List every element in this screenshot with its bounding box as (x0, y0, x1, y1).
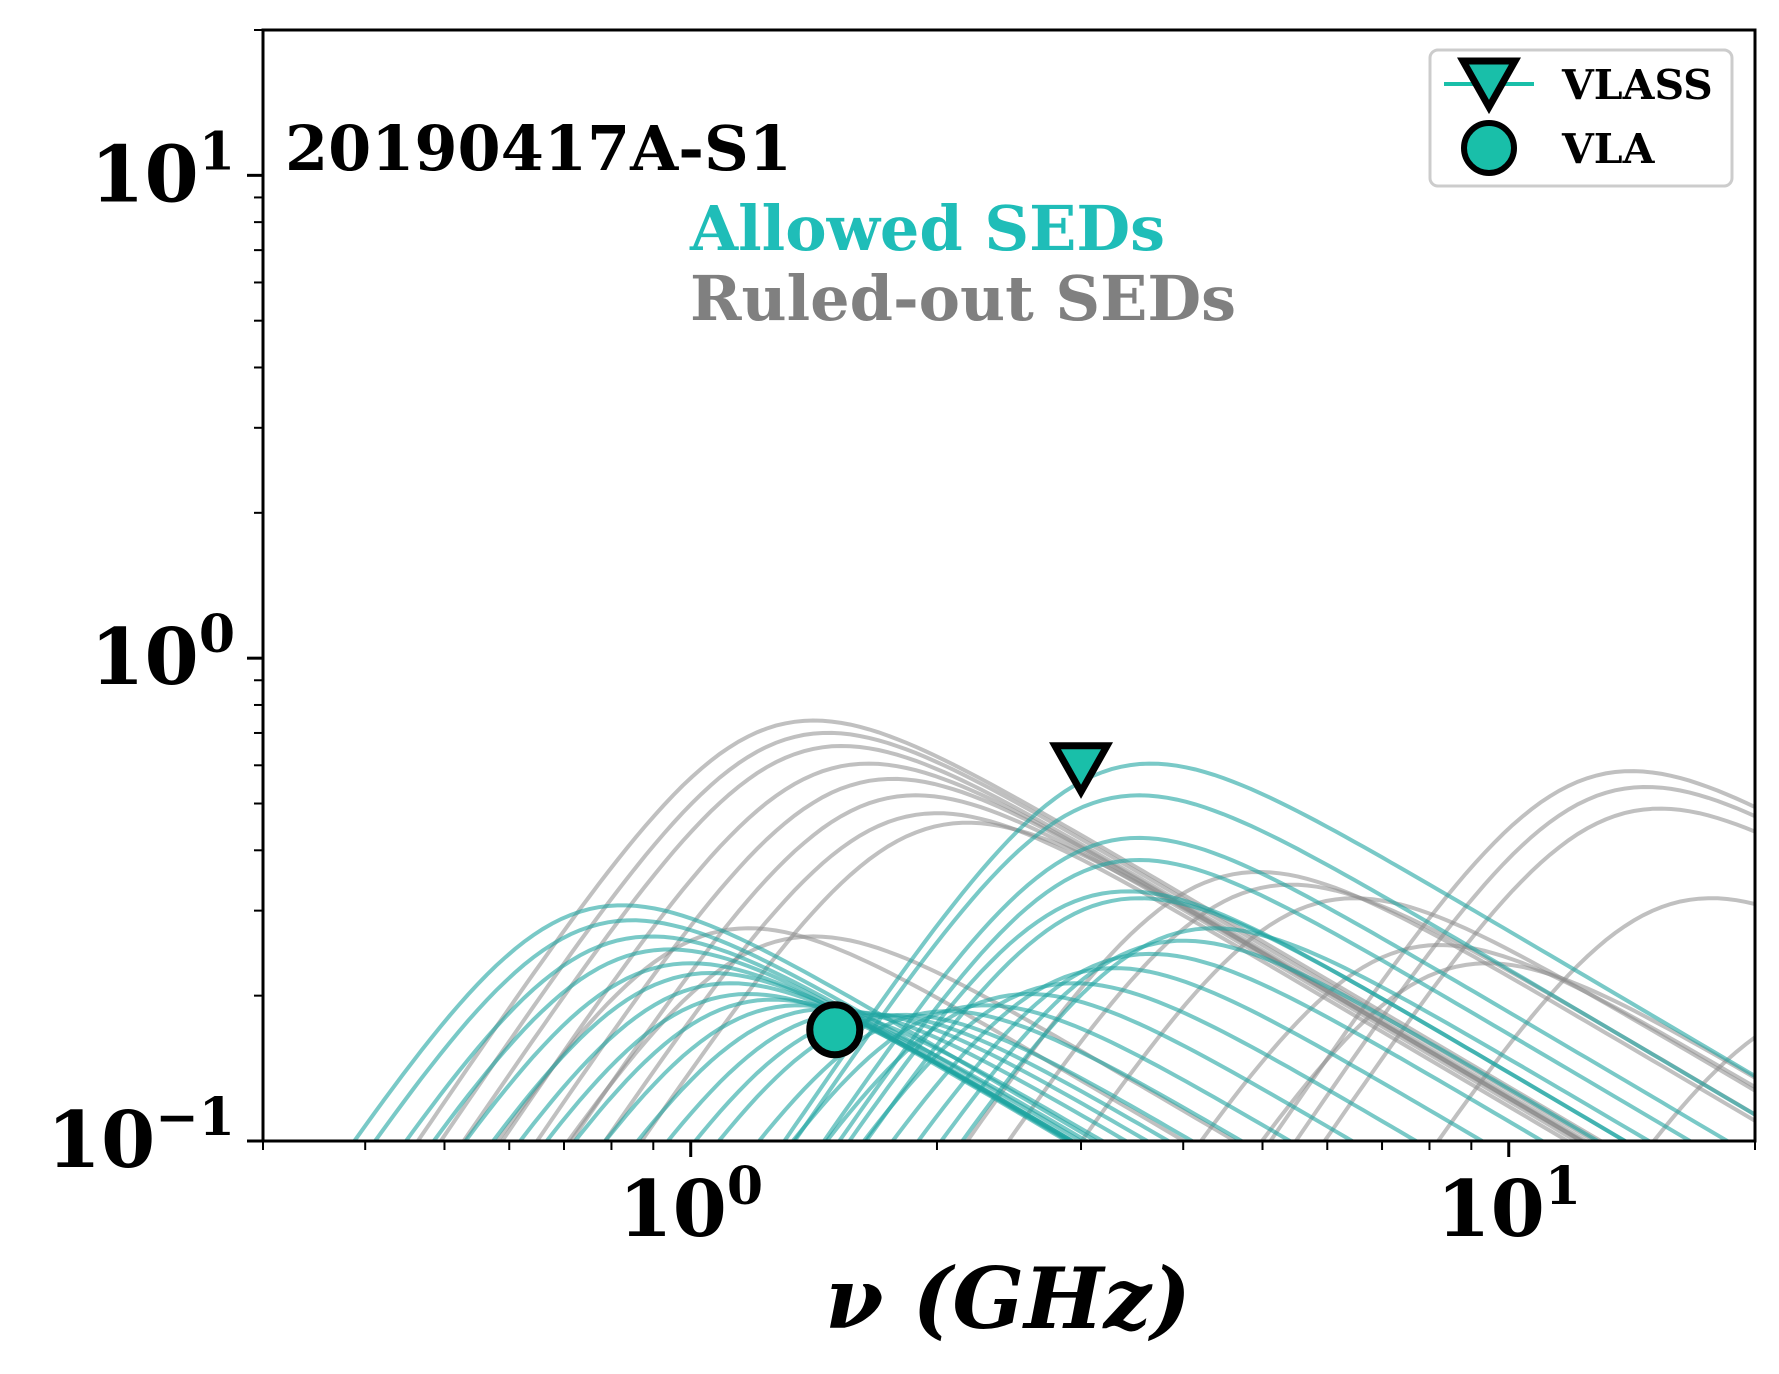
ruled-out-seds (415, 718, 1755, 1141)
y-tick-exp: −1 (155, 1087, 235, 1148)
allowed-sed-19 (915, 951, 1547, 1141)
y-tick-base: 10 (47, 1095, 156, 1186)
allowed-sed-26 (792, 793, 1755, 1141)
ruled-out-sed-12 (1079, 896, 1755, 1141)
x-tick-exp: 0 (727, 1156, 763, 1217)
allowed-sed-15 (790, 1003, 1294, 1141)
plot-frame (261, 28, 1757, 1143)
allowed-sed-18 (890, 966, 1486, 1141)
ruled-out-sed-18 (1435, 896, 1755, 1141)
allowed-sed-13 (716, 1012, 1197, 1141)
y-tick-label-0: 10−1 (47, 1087, 235, 1186)
allowed-sed-17 (861, 981, 1421, 1141)
ruled-out-sed-5 (568, 793, 1581, 1141)
allowed-sed-14 (756, 1009, 1246, 1141)
allowed-sed-0 (351, 903, 1101, 1141)
allowed-seds (351, 761, 1755, 1141)
x-tick-exp: 1 (1545, 1156, 1581, 1217)
allowed-sed-25 (821, 835, 1732, 1141)
ruled-out-sed-8 (495, 926, 1188, 1141)
allowed-seds-label: Allowed SEDs (689, 192, 1165, 265)
x-tick-base: 10 (618, 1164, 727, 1255)
allowed-sed-11 (665, 1010, 1152, 1141)
panel-label: 20190417A-S1 (285, 112, 792, 185)
ruled-out-sed-7 (639, 820, 1586, 1141)
allowed-sed-23 (846, 889, 1629, 1141)
ruled-out-sed-13 (1198, 942, 1755, 1141)
y-tick-label-2: 101 (90, 121, 235, 220)
x-tick-label-1: 101 (1436, 1156, 1581, 1255)
x-tick-label-0: 100 (618, 1156, 763, 1255)
x-axis-title: ν (GHz) (825, 1249, 1191, 1348)
vla-point (806, 1001, 864, 1059)
ruled-out-seds-label: Ruled-out SEDs (690, 262, 1236, 335)
allowed-sed-24 (836, 857, 1694, 1141)
allowed-sed-7 (544, 991, 1077, 1141)
allowed-sed-21 (959, 926, 1653, 1141)
allowed-sed-16 (824, 991, 1357, 1141)
y-tick-exp: 0 (199, 604, 235, 665)
x-axis-title-text: ν (GHz) (825, 1249, 1191, 1348)
y-tick-exp: 1 (199, 121, 235, 182)
ruled-out-sed-16 (1293, 784, 1755, 1141)
ruled-out-sed-10 (964, 869, 1755, 1141)
allowed-sed-1 (372, 918, 1085, 1141)
ruled-out-sed-15 (1268, 769, 1755, 1141)
legend-vla-label: VLA (1561, 125, 1656, 173)
legend-vlass-marker (1457, 57, 1521, 115)
legend-vlass-label: VLASS (1561, 61, 1713, 109)
allowed-sed-10 (635, 1006, 1130, 1141)
x-tick-base: 10 (1436, 1164, 1545, 1255)
data-points (806, 742, 1114, 1059)
ruled-out-sed-17 (1322, 806, 1755, 1141)
allowed-sed-20 (938, 938, 1602, 1141)
ruled-out-sed-14 (1259, 961, 1755, 1141)
y-tick-label-1: 100 (90, 604, 235, 703)
allowed-sed-9 (602, 1003, 1107, 1141)
legend-vla-marker (1461, 120, 1517, 176)
allowed-sed-8 (572, 997, 1091, 1141)
allowed-sed-27 (782, 761, 1755, 1141)
y-tick-base: 10 (90, 129, 199, 220)
vlass-point (1049, 742, 1114, 799)
y-tick-base: 10 (90, 612, 199, 703)
legend: VLASS VLA (1428, 48, 1734, 188)
